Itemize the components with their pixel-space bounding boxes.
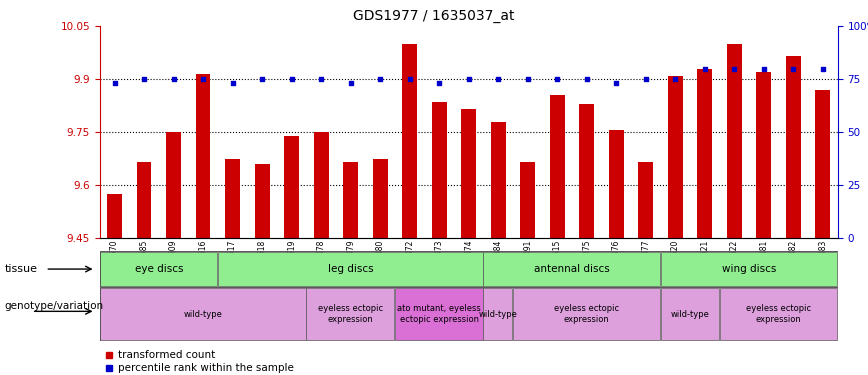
- Bar: [483, 252, 660, 286]
- Point: [314, 76, 328, 82]
- Point: [432, 81, 446, 87]
- Text: genotype/variation: genotype/variation: [4, 301, 103, 311]
- Point: [816, 66, 830, 72]
- Point: [344, 81, 358, 87]
- Point: [403, 76, 417, 82]
- Bar: [167, 132, 181, 238]
- Point: [757, 66, 771, 72]
- Text: eyeless ectopic
expression: eyeless ectopic expression: [554, 304, 620, 324]
- Point: [462, 76, 476, 82]
- Bar: [513, 288, 660, 340]
- Point: [137, 76, 151, 82]
- Bar: [638, 162, 653, 238]
- Bar: [661, 252, 837, 286]
- Point: [639, 76, 653, 82]
- Bar: [100, 288, 306, 340]
- Legend: transformed count, percentile rank within the sample: transformed count, percentile rank withi…: [105, 350, 293, 374]
- Point: [226, 81, 240, 87]
- Bar: [218, 252, 483, 286]
- Text: eyeless ectopic
expression: eyeless ectopic expression: [746, 304, 812, 324]
- Point: [167, 76, 181, 82]
- Text: leg discs: leg discs: [328, 264, 373, 274]
- Text: wild-type: wild-type: [671, 310, 709, 319]
- Bar: [100, 252, 217, 286]
- Bar: [314, 132, 328, 238]
- Bar: [108, 194, 122, 238]
- Bar: [432, 102, 447, 238]
- Bar: [580, 104, 594, 238]
- Bar: [344, 162, 358, 238]
- Bar: [255, 164, 269, 238]
- Bar: [816, 90, 830, 238]
- Point: [550, 76, 564, 82]
- Bar: [196, 74, 211, 238]
- Bar: [306, 288, 394, 340]
- Bar: [491, 122, 505, 238]
- Text: wild-type: wild-type: [184, 310, 222, 319]
- Bar: [550, 95, 564, 238]
- Point: [727, 66, 741, 72]
- Point: [580, 76, 594, 82]
- Point: [609, 81, 623, 87]
- Bar: [462, 109, 477, 238]
- Bar: [403, 44, 418, 238]
- Bar: [483, 288, 512, 340]
- Text: GDS1977 / 1635037_at: GDS1977 / 1635037_at: [353, 9, 515, 23]
- Point: [108, 81, 122, 87]
- Bar: [226, 159, 240, 238]
- Bar: [661, 288, 719, 340]
- Bar: [609, 130, 623, 238]
- Point: [786, 66, 800, 72]
- Bar: [756, 72, 771, 238]
- Text: wing discs: wing discs: [722, 264, 776, 274]
- Text: eyeless ectopic
expression: eyeless ectopic expression: [318, 304, 384, 324]
- Bar: [786, 56, 800, 238]
- Point: [196, 76, 210, 82]
- Text: eye discs: eye discs: [135, 264, 183, 274]
- Point: [668, 76, 682, 82]
- Text: ato mutant, eyeless
ectopic expression: ato mutant, eyeless ectopic expression: [398, 304, 481, 324]
- Bar: [668, 76, 682, 238]
- Bar: [727, 44, 741, 238]
- Point: [491, 76, 505, 82]
- Point: [255, 76, 269, 82]
- Bar: [698, 69, 712, 238]
- Text: antennal discs: antennal discs: [534, 264, 610, 274]
- Text: tissue: tissue: [4, 264, 37, 274]
- Point: [373, 76, 387, 82]
- Point: [521, 76, 535, 82]
- Bar: [521, 162, 535, 238]
- Text: wild-type: wild-type: [479, 310, 517, 319]
- Bar: [395, 288, 483, 340]
- Bar: [285, 136, 299, 238]
- Point: [285, 76, 299, 82]
- Bar: [720, 288, 837, 340]
- Point: [698, 66, 712, 72]
- Bar: [137, 162, 152, 238]
- Bar: [373, 159, 387, 238]
